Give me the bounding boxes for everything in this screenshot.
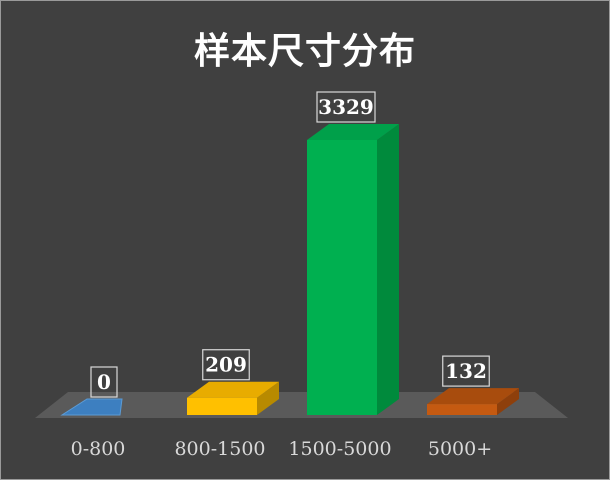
data-label-text-3: 132 xyxy=(445,359,487,383)
bar-top-3 xyxy=(427,388,519,405)
data-label-box-3 xyxy=(442,355,490,387)
x-tick-label-1: 800-1500 xyxy=(174,438,265,460)
data-label-box-1 xyxy=(202,349,250,381)
bar-2 xyxy=(307,140,377,415)
data-label-text-2: 3329 xyxy=(318,95,374,119)
bar-side-2 xyxy=(377,124,399,415)
bar-top-1 xyxy=(187,381,279,398)
data-label-3: 132 xyxy=(442,355,490,387)
data-label-text-0: 0 xyxy=(97,370,111,394)
bar-side-1 xyxy=(257,381,279,415)
bar-side-3 xyxy=(497,388,519,415)
data-labels-group: 0 209 3329 132 xyxy=(90,91,490,398)
data-label-1: 209 xyxy=(202,349,250,381)
data-label-box-2 xyxy=(316,91,376,123)
chart-title: 样本尺寸分布 xyxy=(193,30,416,72)
bars-group xyxy=(60,124,519,416)
data-label-box-0 xyxy=(90,366,118,398)
bar-1 xyxy=(187,397,257,415)
x-tick-label-3: 5000+ xyxy=(428,438,492,460)
x-tick-labels-group: 0-800 800-1500 1500-5000 5000+ xyxy=(71,438,493,460)
data-label-0: 0 xyxy=(90,366,118,398)
data-label-2: 3329 xyxy=(316,91,376,123)
x-tick-label-0: 0-800 xyxy=(71,438,126,460)
bar-top-0 xyxy=(60,398,123,416)
x-tick-label-2: 1500-5000 xyxy=(288,438,391,460)
data-label-text-1: 209 xyxy=(205,353,247,377)
bar-top-2 xyxy=(307,124,399,140)
bar-3 xyxy=(427,404,497,415)
